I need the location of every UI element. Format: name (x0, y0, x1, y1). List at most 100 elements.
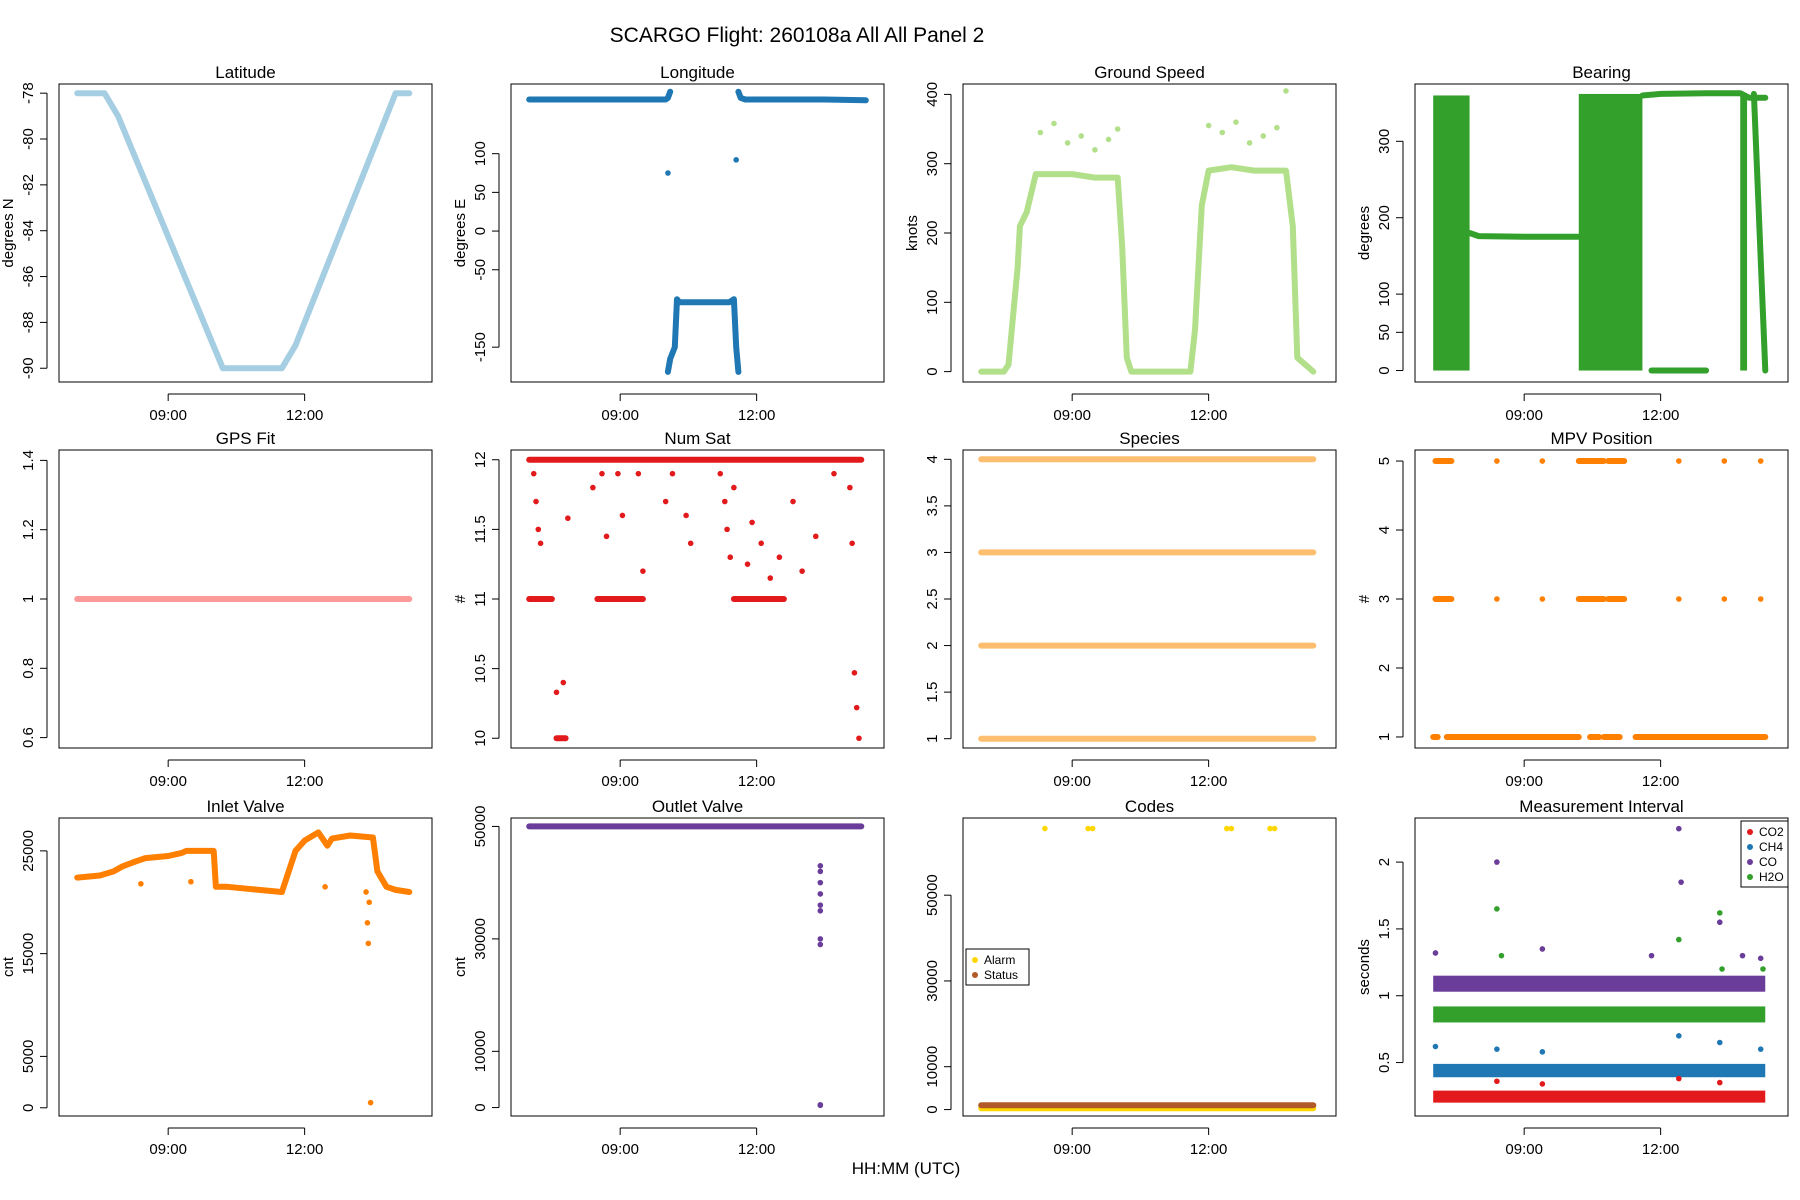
point-mpv_position-12-2 (1676, 458, 1682, 464)
point-mpv_position-8-4 (1757, 596, 1764, 602)
point-outlet_valve-1-3 (817, 891, 824, 897)
point-inlet_valve-1-1 (188, 878, 194, 885)
point-mpv_position-8-2 (1676, 596, 1682, 602)
x-tick-label-gps_fit-0: 09:00 (149, 773, 187, 790)
y-axis-label-mpv_position: # (1356, 594, 1373, 603)
plot-frame-gps_fit (58, 449, 433, 749)
y-tick-label-species-5: 3.5 (924, 495, 941, 516)
y-tick-label-mpv_position-4: 5 (1376, 457, 1393, 465)
y-tick-label-mpv_position-0: 1 (1376, 733, 1393, 741)
point-mpv_position-12-3 (1721, 458, 1728, 464)
panel-title-latitude: Latitude (215, 63, 276, 82)
point-num_sat-5-1 (533, 498, 539, 505)
panels: Latitude -90 -88 -86 -84 -82 -80 -78 degrees N 09… (0, 63, 1789, 1158)
x-tick-label-outlet_valve-0: 09:00 (601, 1141, 639, 1158)
point-measurement_interval-6-1 (1494, 1046, 1500, 1052)
point-num_sat-5-21 (727, 554, 734, 561)
point-outlet_valve-1-6 (817, 936, 824, 942)
y-tick-label-ground_speed-1: 100 (924, 290, 941, 315)
point-measurement_interval-6-5 (1757, 1046, 1764, 1052)
x-tick-label-codes-1: 12:00 (1190, 1141, 1228, 1158)
y-tick-label-longitude-2: 0 (472, 227, 489, 235)
point-ground_speed-1-4 (1092, 147, 1098, 153)
plot-area-bearing (1433, 90, 1769, 374)
point-measurement_interval-5-6 (1760, 966, 1766, 972)
point-inlet_valve-1-3 (363, 889, 369, 895)
plot-frame-num_sat (510, 449, 885, 749)
point-ground_speed-1-11 (1260, 133, 1267, 139)
point-num_sat-5-3 (537, 540, 544, 547)
point-num_sat-5-8 (599, 470, 605, 477)
point-longitude-3-1 (733, 157, 739, 163)
point-num_sat-5-28 (790, 498, 796, 505)
series-bearing-4 (1639, 90, 1769, 101)
series-ground_speed-0 (978, 164, 1317, 375)
point-ground_speed-1-10 (1246, 140, 1253, 146)
y-tick-label-species-3: 2.5 (924, 589, 941, 610)
legend-label-measurement_interval-1: CH4 (1759, 840, 1783, 854)
plot-frame-ground_speed (962, 83, 1337, 383)
legend-label-codes-1: Status (984, 968, 1018, 982)
y-tick-label-bearing-2: 100 (1376, 282, 1393, 307)
y-tick-label-measurement_interval-3: 2 (1376, 858, 1393, 866)
point-mpv_position-12-4 (1757, 458, 1764, 464)
point-num_sat-5-20 (724, 526, 730, 533)
point-ground_speed-1-7 (1205, 122, 1212, 129)
point-ground_speed-1-5 (1105, 136, 1112, 143)
y-tick-label-num_sat-2: 11 (472, 591, 489, 607)
y-tick-label-latitude-0: -90 (20, 357, 37, 379)
plot-frame-mpv_position (1414, 449, 1789, 749)
plot-area-measurement_interval (1432, 825, 1766, 1103)
y-tick-label-codes-3: 50000 (924, 874, 941, 916)
x-tick-label-bearing-1: 12:00 (1642, 407, 1680, 424)
y-tick-label-latitude-6: -78 (20, 82, 37, 104)
point-num_sat-5-11 (619, 512, 626, 519)
y-tick-label-longitude-3: 50 (472, 184, 489, 201)
x-tick-label-inlet_valve-1: 12:00 (286, 1141, 324, 1158)
x-tick-label-gps_fit-1: 12:00 (286, 773, 324, 790)
x-tick-label-measurement_interval-1: 12:00 (1642, 1141, 1680, 1158)
point-measurement_interval-4-3 (1648, 952, 1655, 959)
plot-area-inlet_valve (74, 829, 413, 1106)
point-outlet_valve-1-5 (817, 907, 824, 914)
y-tick-label-inlet_valve-1: 5000 (20, 1040, 37, 1073)
point-num_sat-5-19 (721, 498, 728, 505)
point-num_sat-5-13 (640, 568, 646, 574)
point-ground_speed-1-1 (1051, 120, 1057, 127)
y-tick-label-measurement_interval-0: 0.5 (1376, 1052, 1393, 1073)
series-inlet_valve-0 (74, 829, 413, 895)
point-num_sat-5-18 (717, 470, 724, 477)
point-num_sat-5-23 (744, 561, 751, 567)
panel-species: Species 1 1.5 2 2.5 3 3.5 4 09:00 12:00 (924, 429, 1337, 790)
y-tick-label-bearing-4: 300 (1376, 129, 1393, 154)
point-num_sat-5-4 (553, 689, 560, 696)
panel-outlet_valve: Outlet Valve 0 10000 30000 50000 cnt 09:00 12:0… (452, 797, 885, 1158)
point-outlet_valve-1-1 (817, 868, 824, 875)
point-measurement_interval-5-0 (1494, 906, 1500, 912)
point-measurement_interval-4-8 (1757, 955, 1764, 962)
x-tick-label-latitude-0: 09:00 (149, 407, 187, 424)
point-num_sat-5-10 (615, 470, 621, 477)
plot-frame-inlet_valve (58, 817, 433, 1117)
point-codes-1-3 (1224, 825, 1230, 832)
x-tick-label-bearing-0: 09:00 (1505, 407, 1543, 424)
y-tick-label-inlet_valve-2: 15000 (20, 933, 37, 975)
panel-inlet_valve: Inlet Valve 0 5000 15000 25000 cnt 09:00 12:00 (0, 797, 433, 1158)
y-tick-label-inlet_valve-0: 0 (20, 1104, 37, 1112)
point-num_sat-5-25 (758, 540, 764, 547)
y-axis-label-ground_speed: knots (904, 215, 921, 251)
y-tick-label-latitude-3: -84 (20, 220, 37, 242)
panel-longitude: Longitude -150 -50 0 50 100 degrees E 09:00 12:0… (452, 63, 885, 424)
plot-frame-measurement_interval (1414, 817, 1789, 1117)
y-axis-label-bearing: degrees (1356, 206, 1373, 260)
plot-frame-bearing (1414, 83, 1789, 383)
series-longitude-2 (664, 296, 742, 375)
y-tick-label-gps_fit-1: 0.8 (20, 658, 37, 679)
plot-area-mpv_position (1430, 458, 1769, 740)
panel-title-inlet_valve: Inlet Valve (206, 797, 284, 816)
series-bearing-0 (1433, 95, 1470, 371)
y-tick-label-outlet_valve-1: 10000 (472, 1030, 489, 1072)
point-num_sat-5-0 (530, 470, 537, 477)
panel-mpv_position: MPV Position 1 2 3 4 5 #09:00 12:00 (1356, 429, 1789, 790)
